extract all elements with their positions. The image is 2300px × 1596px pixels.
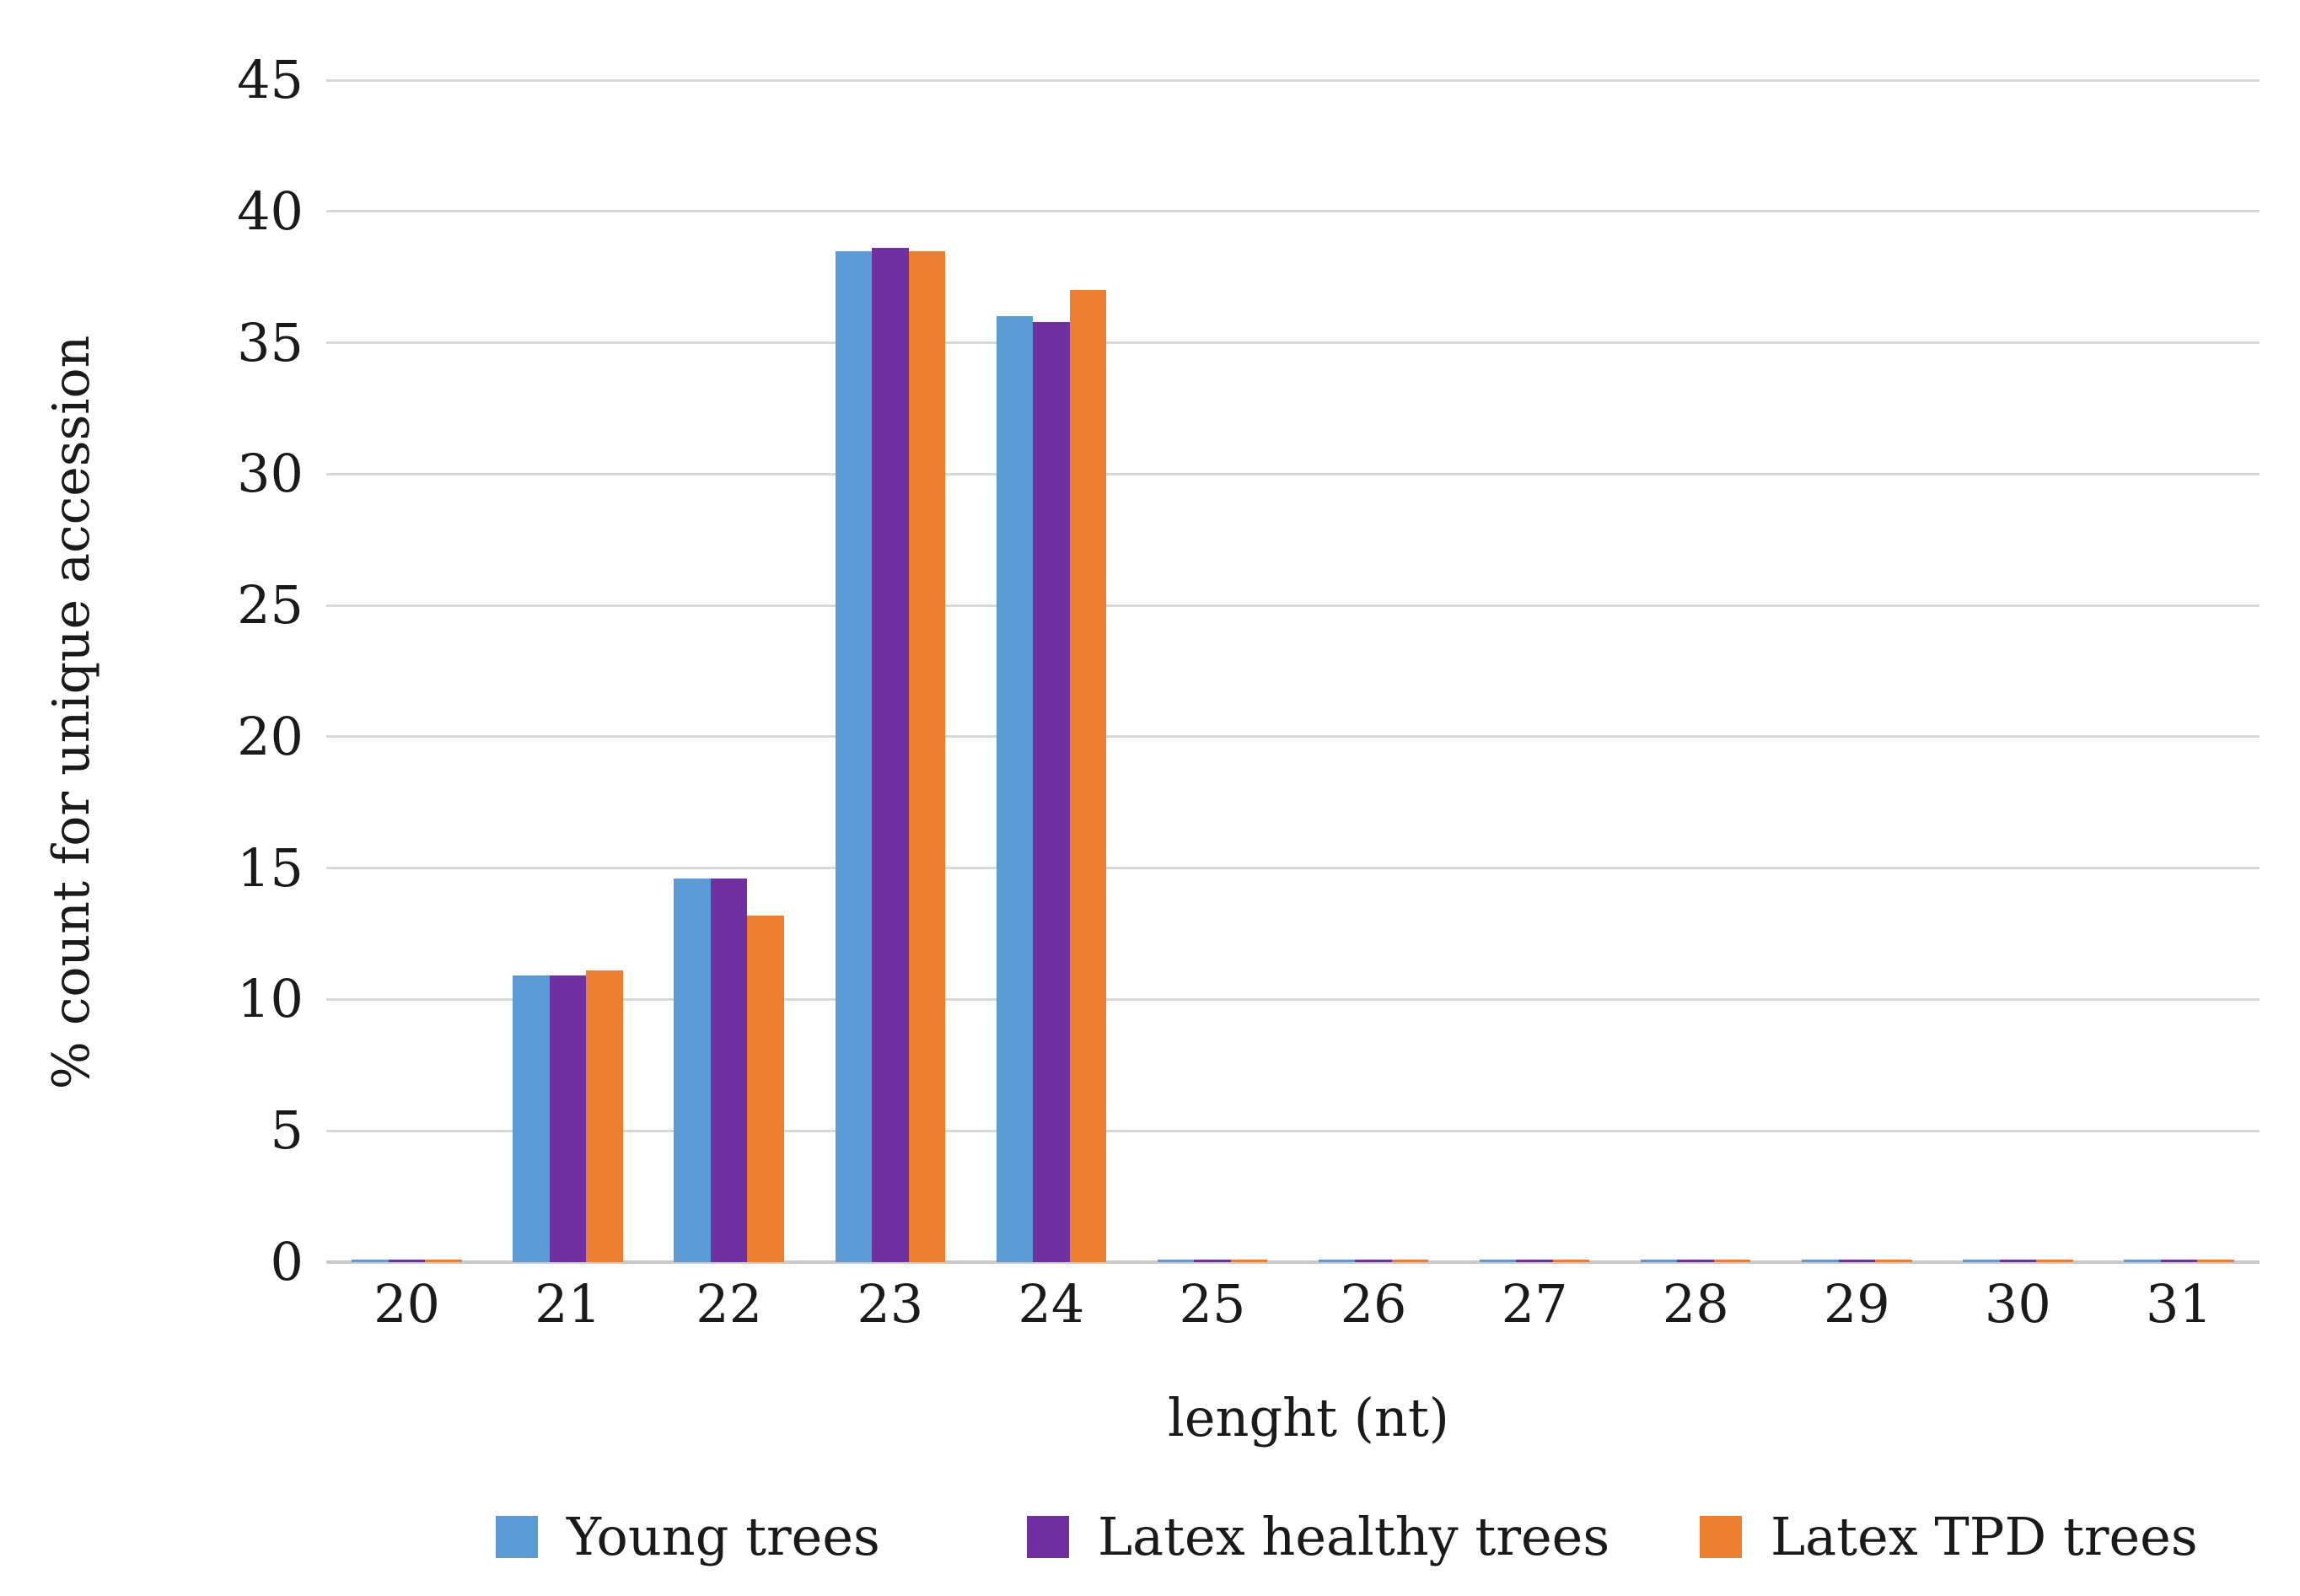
x-tick-label-27: 27 bbox=[1501, 1273, 1568, 1335]
legend-item-latex-tpd-trees: Latex TPD trees bbox=[1700, 1511, 2198, 1563]
bar-latex-healthy-trees-24 bbox=[1033, 321, 1070, 1262]
legend-swatch-latex-healthy-trees bbox=[1027, 1516, 1069, 1558]
bar-young-trees-31 bbox=[2124, 1259, 2161, 1262]
x-tick-label-22: 22 bbox=[696, 1273, 763, 1335]
y-tick-label-45: 45 bbox=[237, 49, 304, 110]
bar-young-trees-29 bbox=[1802, 1259, 1839, 1262]
x-axis-title: lenght (nt) bbox=[1168, 1387, 1449, 1448]
bar-latex-tpd-trees-22 bbox=[747, 915, 784, 1262]
bar-young-trees-27 bbox=[1479, 1259, 1517, 1262]
bar-latex-tpd-trees-29 bbox=[1875, 1259, 1912, 1262]
x-tick-label-21: 21 bbox=[535, 1273, 602, 1335]
y-tick-label-35: 35 bbox=[237, 311, 304, 373]
bar-young-trees-24 bbox=[996, 316, 1034, 1262]
bar-young-trees-28 bbox=[1640, 1259, 1678, 1262]
gridline bbox=[326, 472, 2260, 476]
bar-young-trees-20 bbox=[352, 1259, 389, 1262]
y-tick-label-0: 0 bbox=[270, 1231, 304, 1292]
y-tick-label-25: 25 bbox=[237, 574, 304, 637]
gridline bbox=[326, 1129, 2260, 1132]
y-tick-label-40: 40 bbox=[237, 180, 304, 242]
bar-latex-healthy-trees-29 bbox=[1838, 1259, 1876, 1262]
legend-label-young-trees: Young trees bbox=[567, 1506, 880, 1567]
bar-latex-tpd-trees-28 bbox=[1713, 1259, 1751, 1262]
gridline bbox=[326, 735, 2260, 739]
bar-latex-healthy-trees-23 bbox=[872, 248, 909, 1262]
bar-latex-tpd-trees-26 bbox=[1391, 1259, 1429, 1262]
x-tick-label-23: 23 bbox=[857, 1273, 924, 1335]
bar-latex-healthy-trees-22 bbox=[710, 879, 748, 1262]
bar-latex-tpd-trees-23 bbox=[908, 250, 946, 1262]
bar-latex-tpd-trees-30 bbox=[2036, 1259, 2073, 1262]
gridline bbox=[326, 997, 2260, 1001]
legend-label-latex-tpd-trees: Latex TPD trees bbox=[1771, 1506, 2198, 1567]
y-tick-label-15: 15 bbox=[237, 836, 304, 899]
x-tick-label-31: 31 bbox=[2146, 1273, 2212, 1335]
bar-latex-tpd-trees-21 bbox=[586, 970, 623, 1262]
bar-young-trees-26 bbox=[1318, 1259, 1356, 1262]
bar-latex-healthy-trees-26 bbox=[1355, 1259, 1392, 1262]
bar-latex-tpd-trees-20 bbox=[425, 1259, 462, 1262]
bar-latex-healthy-trees-27 bbox=[1516, 1259, 1553, 1262]
bar-young-trees-30 bbox=[1963, 1259, 2000, 1262]
bar-latex-healthy-trees-28 bbox=[1677, 1259, 1714, 1262]
gridline bbox=[326, 604, 2260, 607]
bar-latex-healthy-trees-25 bbox=[1194, 1259, 1231, 1262]
bar-latex-tpd-trees-27 bbox=[1552, 1259, 1590, 1262]
y-tick-label-20: 20 bbox=[237, 705, 304, 767]
legend-label-latex-healthy-trees: Latex healthy trees bbox=[1098, 1506, 1610, 1567]
bar-latex-healthy-trees-20 bbox=[388, 1259, 426, 1262]
x-tick-label-24: 24 bbox=[1018, 1273, 1085, 1335]
legend-swatch-latex-tpd-trees bbox=[1700, 1516, 1742, 1558]
bar-latex-healthy-trees-31 bbox=[2160, 1259, 2198, 1262]
legend-item-latex-healthy-trees: Latex healthy trees bbox=[1027, 1511, 1609, 1563]
legend-item-young-trees: Young trees bbox=[496, 1511, 880, 1563]
x-tick-label-25: 25 bbox=[1179, 1273, 1246, 1335]
x-tick-label-29: 29 bbox=[1823, 1273, 1890, 1335]
bar-young-trees-25 bbox=[1157, 1259, 1195, 1262]
y-tick-label-30: 30 bbox=[237, 443, 304, 505]
bar-latex-tpd-trees-25 bbox=[1230, 1259, 1268, 1262]
legend-swatch-young-trees bbox=[496, 1516, 538, 1558]
gridline bbox=[326, 867, 2260, 870]
bar-young-trees-23 bbox=[835, 250, 873, 1262]
y-tick-label-5: 5 bbox=[270, 1099, 304, 1162]
bar-latex-tpd-trees-31 bbox=[2197, 1259, 2234, 1262]
bar-latex-healthy-trees-21 bbox=[549, 975, 587, 1262]
x-tick-label-28: 28 bbox=[1662, 1273, 1729, 1335]
gridline bbox=[326, 341, 2260, 345]
x-axis-line bbox=[326, 1260, 2260, 1264]
gridline bbox=[326, 210, 2260, 213]
x-tick-label-30: 30 bbox=[1984, 1273, 2051, 1335]
gridline bbox=[326, 78, 2260, 82]
bar-young-trees-22 bbox=[674, 879, 711, 1262]
y-tick-label-10: 10 bbox=[237, 968, 304, 1030]
bar-latex-tpd-trees-24 bbox=[1069, 290, 1107, 1262]
x-tick-label-26: 26 bbox=[1340, 1273, 1407, 1335]
bar-young-trees-21 bbox=[513, 975, 550, 1262]
bar-latex-healthy-trees-30 bbox=[1999, 1259, 2037, 1262]
x-tick-label-20: 20 bbox=[373, 1273, 440, 1335]
